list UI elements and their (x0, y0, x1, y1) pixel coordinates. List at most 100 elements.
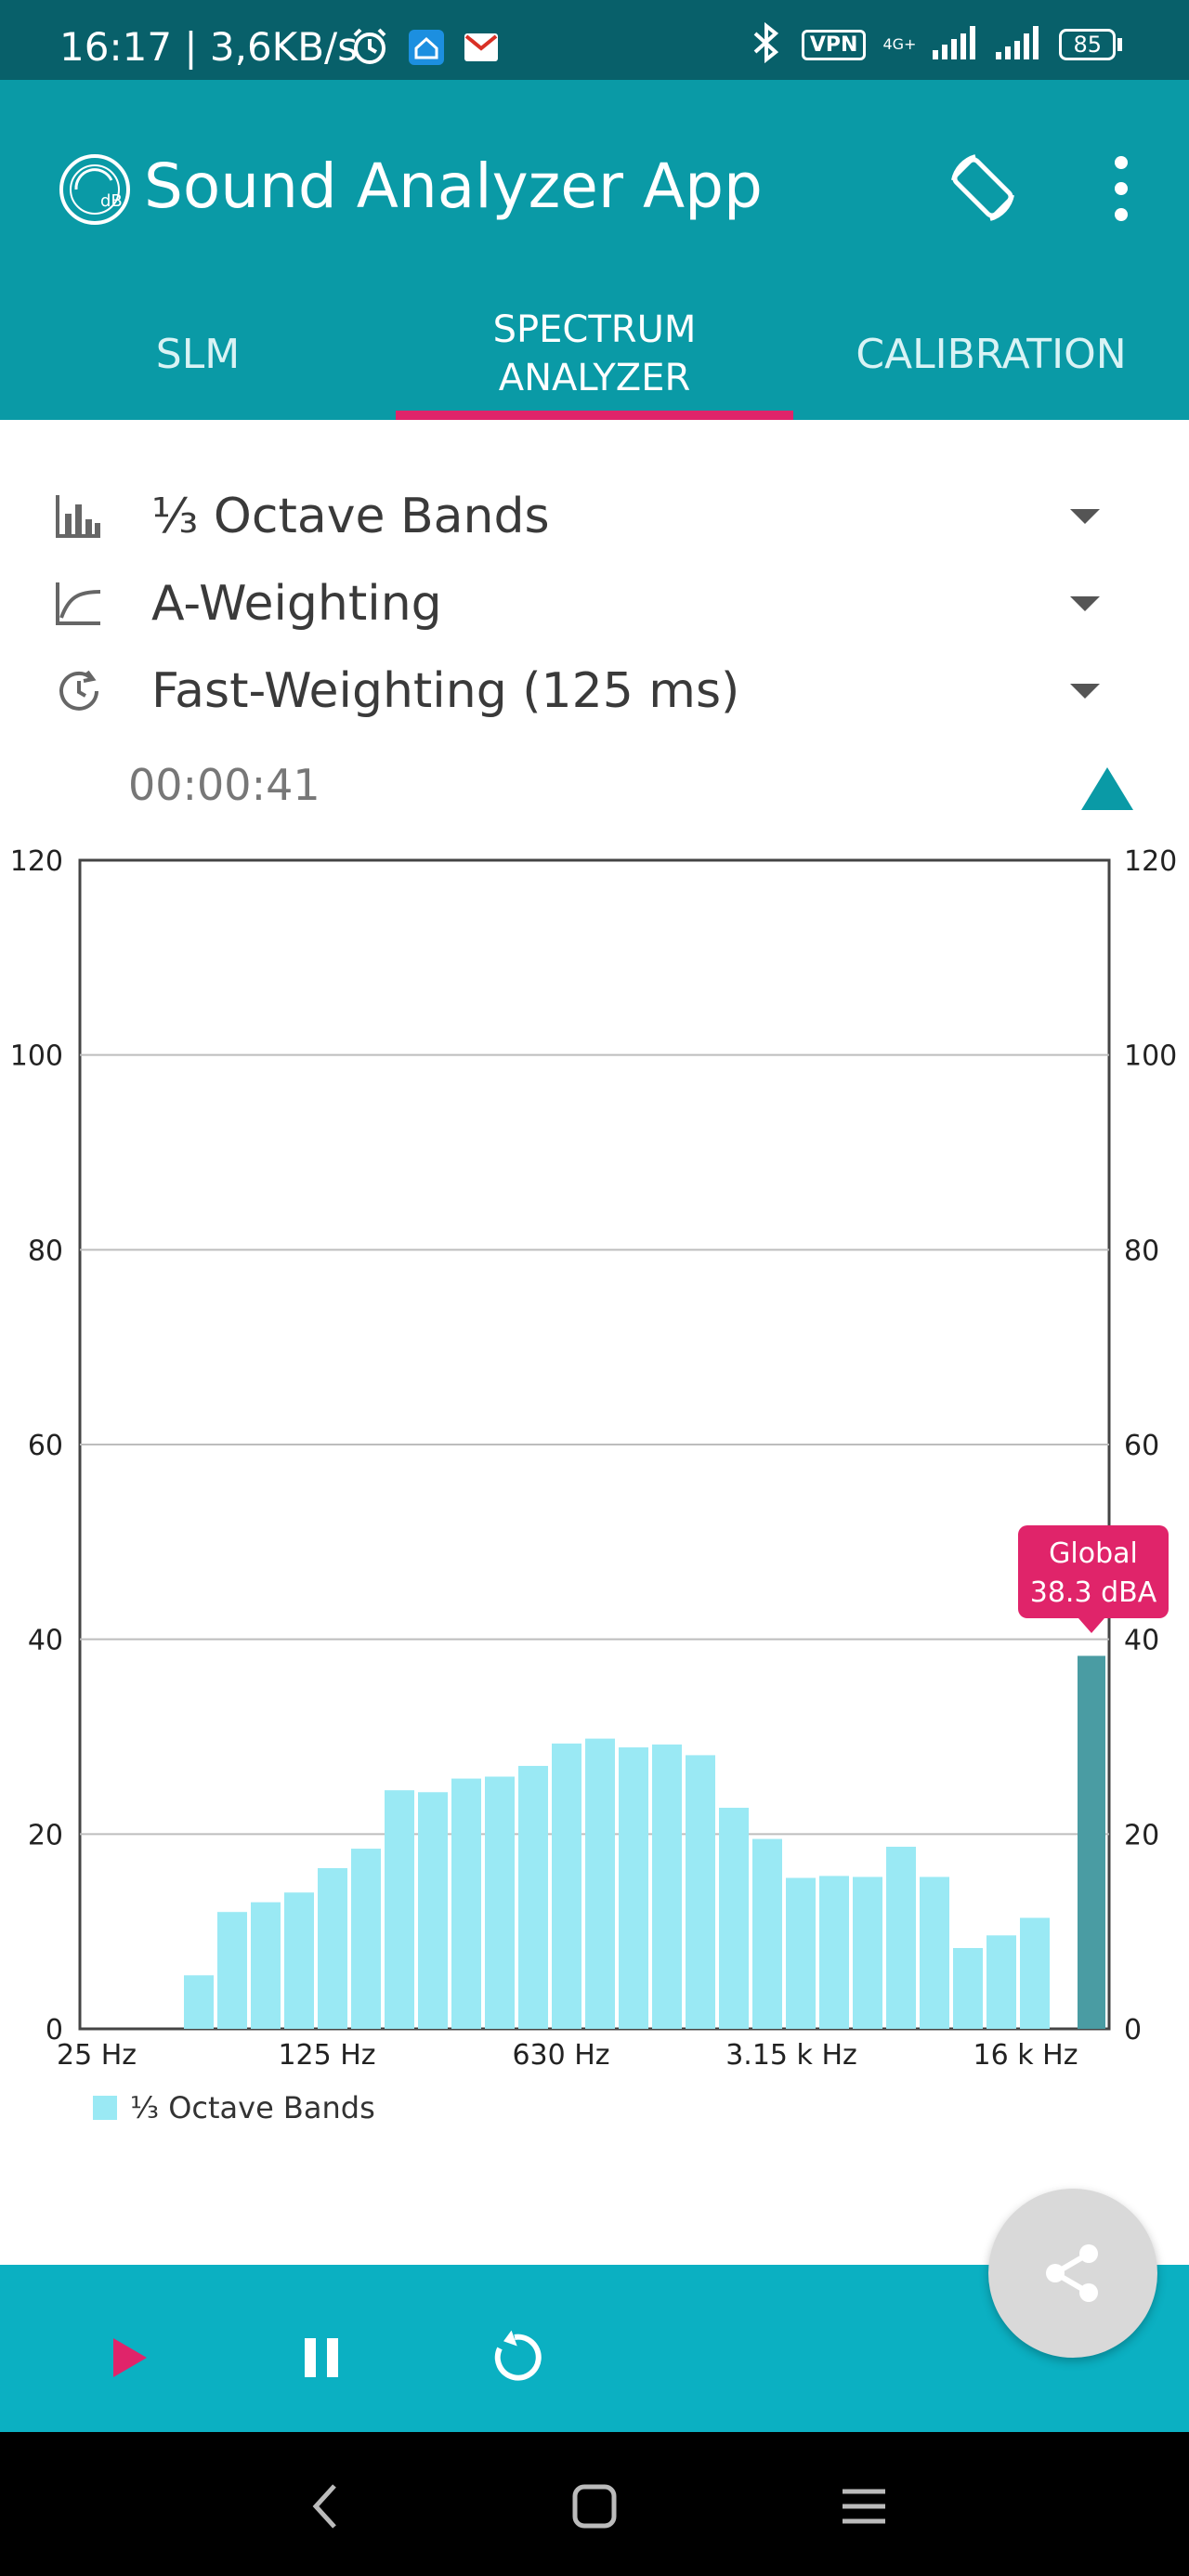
y-tick-label-right: 40 (1124, 1625, 1159, 1657)
y-tick-label-right: 20 (1124, 1819, 1159, 1851)
tab-calibration[interactable]: CALIBRATION (793, 288, 1189, 420)
spectrum-bar (418, 1792, 448, 2029)
chevron-down-icon (1070, 596, 1100, 611)
spectrum-bar (752, 1838, 782, 2029)
tab-spectrum-line2: ANALYZER (498, 357, 691, 399)
tab-slm[interactable]: SLM (0, 288, 396, 420)
weighting-label: A-Weighting (151, 576, 442, 632)
global-badge-pointer (1078, 1618, 1104, 1633)
tab-bar: SLM SPECTRUM ANALYZER CALIBRATION (0, 288, 1189, 420)
curve-icon (54, 579, 104, 629)
app-logo-icon: dB (58, 152, 132, 227)
svg-text:dB: dB (100, 191, 123, 211)
vpn-badge: VPN (801, 29, 867, 60)
spectrum-bar (920, 1876, 949, 2029)
spectrum-bar (719, 1808, 749, 2029)
spectrum-bar (686, 1755, 715, 2029)
spectrum-bar (318, 1868, 347, 2029)
y-tick-label-left: 100 (10, 1040, 63, 1073)
tab-slm-label: SLM (155, 330, 241, 378)
elapsed-timer: 00:00:41 (128, 760, 320, 810)
nav-home-icon[interactable] (557, 2469, 632, 2543)
x-tick-label: 3.15 k Hz (725, 2039, 857, 2072)
spectrum-bar (585, 1738, 615, 2029)
tab-indicator (396, 411, 793, 420)
y-tick-label-right: 0 (1124, 2014, 1142, 2046)
x-tick-label: 125 Hz (278, 2039, 375, 2072)
spectrum-bar (184, 1975, 214, 2029)
y-tick-label-left: 80 (28, 1235, 63, 1267)
home-app-icon (409, 30, 444, 69)
bar-chart-icon (54, 491, 104, 542)
status-right-group: VPN 4G+ 85 (748, 21, 1122, 67)
spectrum-bar (986, 1935, 1016, 2029)
signal-icon-2 (996, 24, 1042, 65)
y-tick-label-left: 60 (28, 1430, 63, 1462)
reset-button[interactable] (477, 2321, 552, 2395)
nav-back-icon[interactable] (288, 2469, 362, 2543)
global-bar (1078, 1655, 1105, 2029)
spectrum-bar (552, 1743, 581, 2029)
y-tick-label-left: 0 (46, 2014, 63, 2046)
spectrum-chart: 0 0 20 20 40 40 60 60 80 80 100 100 120 120 Global 38.3… (10, 845, 1178, 2072)
weighting-dropdown[interactable]: A-Weighting (0, 561, 1189, 647)
y-tick-label-right: 60 (1124, 1430, 1159, 1462)
chevron-down-icon (1070, 684, 1100, 699)
global-badge-value: 38.3 dBA (1030, 1576, 1157, 1609)
global-badge (1018, 1525, 1169, 1618)
system-nav-bar (0, 2432, 1189, 2576)
spectrum-bar (518, 1765, 548, 2029)
spectrum-bar (652, 1744, 682, 2029)
pause-button[interactable] (284, 2321, 359, 2395)
spectrum-bar (619, 1747, 648, 2029)
app-bar (0, 80, 1189, 420)
battery-icon: 85 (1059, 29, 1122, 60)
spectrum-bar (217, 1912, 247, 2029)
time-weighting-label: Fast-Weighting (125 ms) (151, 663, 740, 719)
play-button[interactable] (93, 2321, 167, 2395)
spectrum-bar (786, 1877, 816, 2029)
y-tick-label-right: 120 (1124, 845, 1177, 878)
gmail-icon (464, 33, 498, 65)
network-type: 4G+ (882, 35, 917, 53)
screen-rotate-icon[interactable] (944, 149, 1022, 227)
spectrum-bar (1020, 1917, 1050, 2029)
spectrum-bar (485, 1776, 515, 2029)
global-badge-title: Global (1049, 1537, 1138, 1570)
signal-icon (933, 24, 979, 65)
spectrum-bar (886, 1846, 916, 2029)
y-tick-label-left: 120 (10, 845, 63, 878)
status-bar: 16:17 | 3,6KB/s VPN 4G+ 85 (0, 0, 1189, 80)
collapse-arrow-icon[interactable] (1081, 767, 1133, 810)
spectrum-bar (819, 1876, 849, 2029)
share-icon (1046, 2244, 1098, 2302)
legend-label: ⅓ Octave Bands (130, 2090, 375, 2125)
x-tick-label: 630 Hz (512, 2039, 609, 2072)
share-button[interactable] (988, 2189, 1157, 2358)
spectrum-bar (284, 1892, 314, 2029)
status-time: 16:17 | 3,6KB/s (59, 24, 359, 70)
chevron-down-icon (1070, 509, 1100, 524)
y-tick-label-left: 20 (28, 1819, 63, 1851)
timer-icon (54, 666, 104, 716)
y-tick-label-left: 40 (28, 1625, 63, 1657)
tab-spectrum-analyzer[interactable]: SPECTRUM ANALYZER (396, 288, 793, 420)
overflow-menu-icon[interactable] (1101, 156, 1142, 221)
app-title: Sound Analyzer App (144, 150, 763, 222)
tab-calibration-label: CALIBRATION (856, 330, 1127, 378)
y-tick-label-right: 80 (1124, 1235, 1159, 1267)
y-tick-label-right: 100 (1124, 1040, 1177, 1073)
chart-legend: ⅓ Octave Bands (93, 2090, 375, 2125)
nav-recents-icon[interactable] (827, 2469, 901, 2543)
time-weighting-dropdown[interactable]: Fast-Weighting (125 ms) (0, 648, 1189, 734)
spectrum-bar (251, 1902, 281, 2029)
spectrum-bar (853, 1876, 882, 2029)
alarm-icon (349, 26, 390, 71)
spectrum-bar (385, 1790, 414, 2029)
spectrum-bar (351, 1849, 381, 2029)
x-tick-label: 16 k Hz (973, 2039, 1078, 2072)
legend-swatch (93, 2096, 117, 2120)
spectrum-bar (451, 1778, 481, 2029)
bands-dropdown[interactable]: ⅓ Octave Bands (0, 474, 1189, 559)
bluetooth-icon (748, 21, 785, 67)
